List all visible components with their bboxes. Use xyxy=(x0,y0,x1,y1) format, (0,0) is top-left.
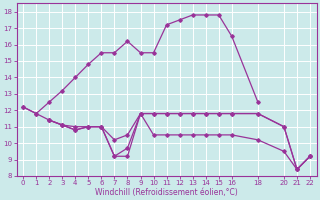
X-axis label: Windchill (Refroidissement éolien,°C): Windchill (Refroidissement éolien,°C) xyxy=(95,188,238,197)
